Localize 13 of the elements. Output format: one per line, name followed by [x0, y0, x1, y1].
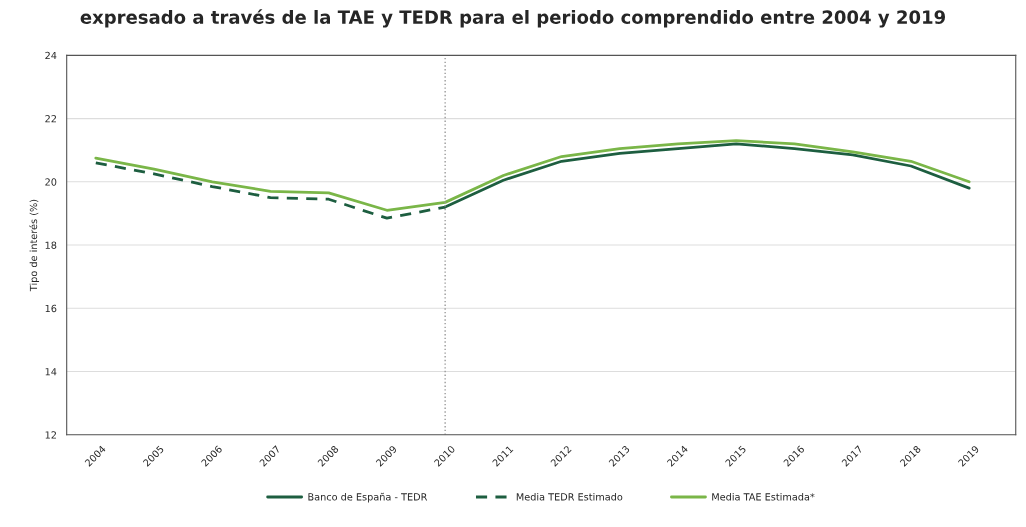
y-tick-label: 22 [45, 115, 56, 123]
legend-label: Banco de España - TEDR [308, 492, 428, 503]
y-axis-title: Tipo de interés (%) [29, 199, 40, 292]
line-series [94, 139, 971, 212]
y-tick-label: 20 [45, 178, 57, 186]
legend-label: Media TEDR Estimado [516, 493, 623, 501]
chart-title: expresado a través de la TAE y TEDR para el periodo comprendido entre 2004 y 2019 [80, 9, 946, 28]
y-tick-label: 24 [45, 51, 57, 60]
legend-label: Media TAE Estimada* [712, 493, 815, 501]
y-tick-label: 16 [45, 304, 57, 313]
y-tick-label: 12 [45, 431, 56, 439]
y-tick-label: 18 [45, 241, 57, 249]
y-tick-label: 14 [45, 368, 57, 376]
